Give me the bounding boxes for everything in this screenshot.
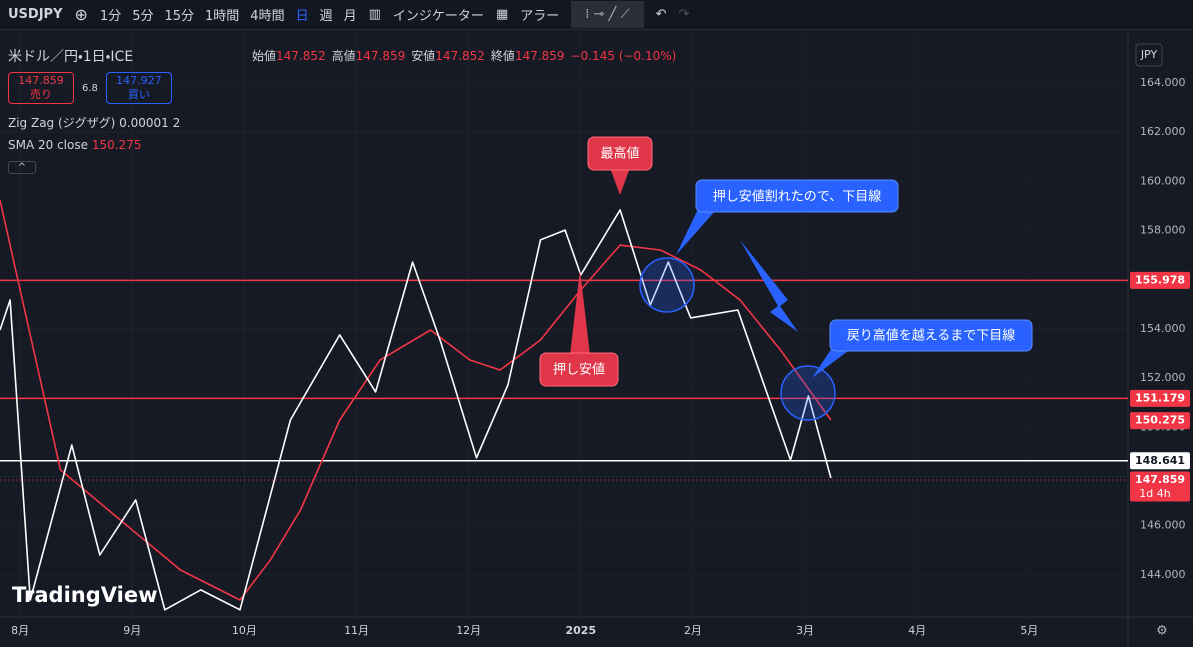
chart-style[interactable]: ▥: [368, 7, 381, 22]
alerts[interactable]: アラー: [520, 9, 560, 24]
callout: [829, 319, 1033, 352]
annotations: 最高値 押し安値 押し安値割れたので、下目線 戻り高値を越えるまで下目線: [539, 136, 1033, 421]
x-tick-label: 2月: [684, 624, 702, 637]
layouts[interactable]: ▦: [495, 7, 509, 22]
y-tick-label: 160.000: [1140, 174, 1186, 187]
ohlc-label: 安値: [411, 49, 436, 63]
sell-button[interactable]: 147.859 売り: [8, 72, 74, 104]
x-tick-label: 4月: [908, 624, 926, 637]
currency-box[interactable]: [1135, 43, 1163, 67]
sell-price: 147.859: [18, 74, 64, 87]
toolbar: USDJPY ⊕ 1分 5分 15分 1時間 4時間日週月 ▥ インジケーター ▦ アラ…: [0, 0, 1193, 30]
price-label-bg: [1130, 471, 1190, 502]
x-tick-label: 8月: [11, 624, 29, 637]
trade-buttons: 147.859 売り 6.8 147.927 買い: [8, 72, 172, 104]
price-label: 147.859: [1135, 473, 1185, 486]
price-label: 155.978: [1135, 273, 1185, 286]
price-label-bg: [1130, 452, 1190, 470]
interval[interactable]: 15分: [164, 9, 195, 24]
interval[interactable]: 1時間: [205, 9, 240, 24]
logo: TradingView: [12, 583, 157, 607]
zigzag-legend: Zig Zag (ジグザグ) 0.00001 2: [8, 114, 180, 131]
instrument: 米ドル／円・1日・ICE: [8, 46, 133, 66]
x-tick-label: 2025: [566, 624, 597, 637]
buy-label: 買い: [127, 88, 150, 101]
collapse-button[interactable]: ^: [8, 161, 36, 174]
price-label-bg: [1130, 271, 1190, 289]
buy-button[interactable]: 147.927 買い: [105, 72, 172, 104]
callout: [695, 179, 899, 213]
ohlc-value: 147.852: [435, 49, 485, 63]
ohlc-value: 147.859: [355, 49, 406, 63]
annotation: 押し安値: [553, 362, 605, 378]
annotation: 最高値: [600, 146, 639, 162]
y-tick-label: 162.000: [1140, 125, 1186, 138]
y-tick-label: 152.000: [1140, 371, 1186, 384]
x-tick-label: 9月: [123, 624, 141, 637]
interval[interactable]: 1分: [99, 9, 122, 24]
x-tick-label: 3月: [796, 624, 814, 637]
callout-pointer: [570, 270, 590, 355]
ohlc-label: 高値: [331, 49, 356, 63]
interval[interactable]: 月: [343, 9, 357, 24]
y-tick-label: 146.000: [1140, 519, 1186, 532]
interval[interactable]: 日: [295, 9, 309, 24]
plot: 144.000146.000148.000150.000152.000154.0…: [0, 31, 1190, 637]
interval[interactable]: 週: [319, 9, 333, 24]
series-line: [0, 209, 832, 611]
add-button[interactable]: ⊕: [74, 5, 88, 24]
ohlc-label: 終値: [490, 49, 515, 63]
undo[interactable]: ↶: [655, 7, 667, 22]
price-label-bg: [1130, 389, 1190, 407]
symbol[interactable]: USDJPY: [8, 7, 63, 22]
x-tick-label: 12月: [456, 624, 481, 637]
highlight-circle: [780, 365, 836, 421]
currency[interactable]: JPY: [1140, 48, 1158, 61]
change: −0.145 (−0.10%): [570, 49, 677, 63]
y-tick-label: 158.000: [1140, 224, 1186, 237]
annotation: 戻り高値を越えるまで下目線: [847, 328, 1016, 344]
price-label-bg: [1130, 412, 1190, 430]
interval-group: 1分 5分 15分 1時間 4時間日週月: [100, 5, 357, 24]
indicators[interactable]: インジケーター: [392, 9, 484, 24]
spread: 6.8: [82, 82, 98, 94]
countdown: 1d 4h: [1139, 487, 1170, 500]
y-tick-label: 164.000: [1140, 76, 1186, 89]
settings-icon[interactable]: ⚙: [1156, 624, 1168, 639]
y-tick-label: 144.000: [1140, 568, 1186, 581]
ohlc-value: 147.852: [276, 49, 326, 63]
x-tick-label: 11月: [344, 624, 369, 637]
callout-pointer: [812, 345, 852, 378]
zigzag-label: Zig Zag (ジグザグ) 0.00001 2: [8, 116, 181, 130]
price-label: 151.179: [1135, 391, 1185, 404]
interval[interactable]: 4時間: [250, 9, 285, 24]
highlight-circle: [639, 257, 695, 313]
sma-label: SMA 20 close: [8, 138, 88, 152]
instrument-name: 米ドル／円・1日・ICE: [8, 49, 134, 65]
ohlc: 始値147.852 高値147.859 安値147.852 終値147.859 −0.1…: [252, 47, 676, 64]
drawing-tools: ⁞ ⊸ ╱ ⟋: [571, 1, 644, 28]
callout-pointer: [676, 205, 716, 255]
ohlc-value: 147.859: [514, 49, 565, 63]
callout-pointer: [610, 168, 630, 195]
x-tick-label: 10月: [232, 624, 257, 637]
sma-value: 150.275: [91, 138, 142, 152]
price-label: 148.641: [1135, 454, 1185, 467]
annotation: 押し安値割れたので、下目線: [713, 189, 881, 205]
buy-price: 147.927: [116, 74, 162, 87]
callout: [539, 352, 619, 387]
redo[interactable]: ↷: [678, 7, 690, 22]
arrow: [740, 240, 798, 332]
series-line: [0, 199, 832, 601]
sell-label: 売り: [30, 88, 52, 101]
ohlc-label: 始値: [252, 49, 277, 63]
y-tick-label: 154.000: [1140, 322, 1186, 335]
callout: [587, 136, 653, 171]
x-tick-label: 5月: [1020, 624, 1038, 637]
sma-legend: SMA 20 close 150.275: [8, 138, 141, 152]
interval[interactable]: 5分: [132, 9, 154, 24]
price-label: 150.275: [1135, 414, 1185, 427]
